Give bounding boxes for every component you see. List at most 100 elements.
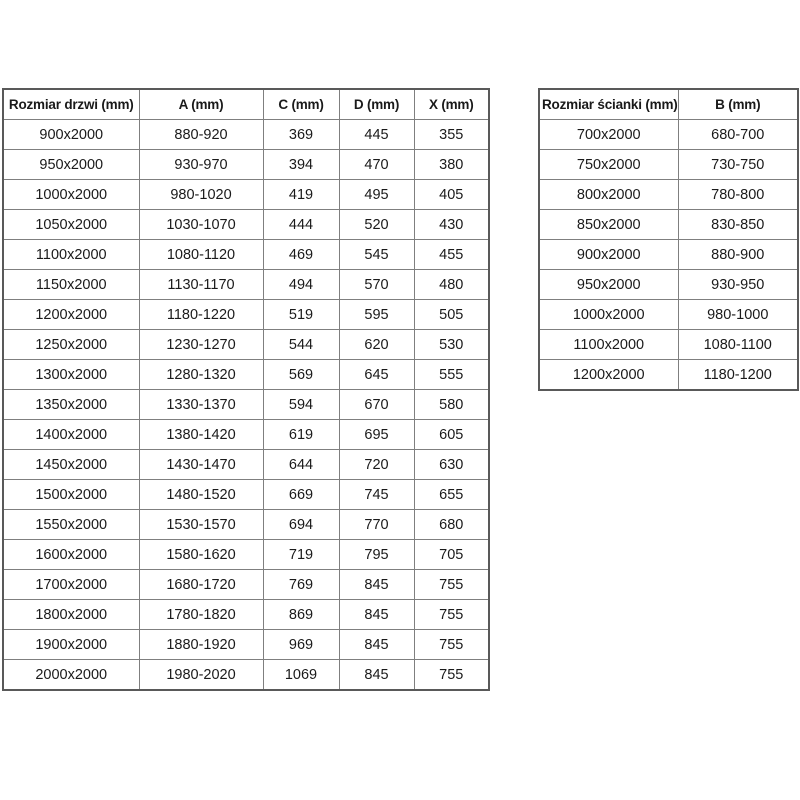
table-cell: 1530-1570 (138, 509, 264, 540)
table-cell: 830-850 (677, 209, 799, 240)
table-cell: 980-1000 (677, 299, 799, 330)
table-cell: 570 (338, 269, 415, 300)
table-cell: 1430-1470 (138, 449, 264, 480)
table-cell: 930-970 (138, 149, 264, 180)
table-cell: 969 (262, 629, 340, 660)
table-cell: 845 (338, 569, 415, 600)
table-cell: 900x2000 (2, 119, 140, 150)
table-cell: 1980-2020 (138, 659, 264, 691)
table-cell: 950x2000 (2, 149, 140, 180)
table-cell: 1150x2000 (2, 269, 140, 300)
table-row: 1450x2000 1430-1470 644 720 630 (2, 449, 490, 480)
table-cell: 555 (413, 359, 490, 390)
table-cell: 470 (338, 149, 415, 180)
table-cell: 930-950 (677, 269, 799, 300)
table-cell: 594 (262, 389, 340, 420)
table-row: 700x2000 680-700 (538, 119, 799, 150)
table-cell: 845 (338, 599, 415, 630)
column-header: Rozmiar ścianki (mm) (538, 88, 679, 120)
table-cell: 1200x2000 (538, 359, 679, 391)
table-cell: 719 (262, 539, 340, 570)
table-row: 1100x2000 1080-1100 (538, 329, 799, 360)
table-cell: 680-700 (677, 119, 799, 150)
table-cell: 569 (262, 359, 340, 390)
table-cell: 900x2000 (538, 239, 679, 270)
table-cell: 1130-1170 (138, 269, 264, 300)
table-cell: 455 (413, 239, 490, 270)
table-cell: 800x2000 (538, 179, 679, 210)
table-cell: 605 (413, 419, 490, 450)
table-cell: 669 (262, 479, 340, 510)
table-header-row: Rozmiar ścianki (mm) B (mm) (538, 88, 799, 120)
table-cell: 519 (262, 299, 340, 330)
table-cell: 845 (338, 629, 415, 660)
table-cell: 655 (413, 479, 490, 510)
table-cell: 880-920 (138, 119, 264, 150)
table-cell: 1700x2000 (2, 569, 140, 600)
table-header-row: Rozmiar drzwi (mm) A (mm) C (mm) D (mm) X (m… (2, 88, 490, 120)
table-row: 1900x2000 1880-1920 969 845 755 (2, 629, 490, 660)
table-cell: 745 (338, 479, 415, 510)
table-cell: 1400x2000 (2, 419, 140, 450)
table-cell: 620 (338, 329, 415, 360)
column-header: Rozmiar drzwi (mm) (2, 88, 140, 120)
table-cell: 869 (262, 599, 340, 630)
column-header: D (mm) (338, 88, 415, 120)
table-row: 1000x2000 980-1020 419 495 405 (2, 179, 490, 210)
table-cell: 1600x2000 (2, 539, 140, 570)
table-row: 950x2000 930-970 394 470 380 (2, 149, 490, 180)
table-cell: 1230-1270 (138, 329, 264, 360)
table-cell: 1080-1100 (677, 329, 799, 360)
table-cell: 769 (262, 569, 340, 600)
table-cell: 770 (338, 509, 415, 540)
table-cell: 580 (413, 389, 490, 420)
table-cell: 1900x2000 (2, 629, 140, 660)
table-row: 1100x2000 1080-1120 469 545 455 (2, 239, 490, 270)
table-row: 750x2000 730-750 (538, 149, 799, 180)
table-cell: 694 (262, 509, 340, 540)
table-row: 1150x2000 1130-1170 494 570 480 (2, 269, 490, 300)
table-cell: 469 (262, 239, 340, 270)
table-row: 950x2000 930-950 (538, 269, 799, 300)
table-cell: 1069 (262, 659, 340, 691)
table-cell: 980-1020 (138, 179, 264, 210)
table-cell: 644 (262, 449, 340, 480)
table-cell: 720 (338, 449, 415, 480)
table-cell: 430 (413, 209, 490, 240)
table-row: 1200x2000 1180-1220 519 595 505 (2, 299, 490, 330)
table-cell: 755 (413, 659, 490, 691)
table-cell: 755 (413, 599, 490, 630)
table-row: 1050x2000 1030-1070 444 520 430 (2, 209, 490, 240)
table-row: 1250x2000 1230-1270 544 620 530 (2, 329, 490, 360)
column-header: A (mm) (138, 88, 264, 120)
table-row: 1550x2000 1530-1570 694 770 680 (2, 509, 490, 540)
table-cell: 1250x2000 (2, 329, 140, 360)
table-cell: 419 (262, 179, 340, 210)
table-cell: 1580-1620 (138, 539, 264, 570)
table-cell: 680 (413, 509, 490, 540)
table-cell: 705 (413, 539, 490, 570)
table-cell: 619 (262, 419, 340, 450)
table-row: 800x2000 780-800 (538, 179, 799, 210)
table-cell: 1330-1370 (138, 389, 264, 420)
table-cell: 845 (338, 659, 415, 691)
table-cell: 880-900 (677, 239, 799, 270)
table-cell: 1800x2000 (2, 599, 140, 630)
table-cell: 1680-1720 (138, 569, 264, 600)
table-cell: 1000x2000 (2, 179, 140, 210)
table-cell: 1100x2000 (2, 239, 140, 270)
table-cell: 2000x2000 (2, 659, 140, 691)
table-cell: 545 (338, 239, 415, 270)
table-row: 1400x2000 1380-1420 619 695 605 (2, 419, 490, 450)
table-row: 2000x2000 1980-2020 1069 845 755 (2, 659, 490, 691)
table-cell: 444 (262, 209, 340, 240)
table-cell: 1880-1920 (138, 629, 264, 660)
table-row: 1000x2000 980-1000 (538, 299, 799, 330)
table-cell: 750x2000 (538, 149, 679, 180)
table-cell: 1780-1820 (138, 599, 264, 630)
table-cell: 530 (413, 329, 490, 360)
table-cell: 369 (262, 119, 340, 150)
table-cell: 700x2000 (538, 119, 679, 150)
table-cell: 394 (262, 149, 340, 180)
